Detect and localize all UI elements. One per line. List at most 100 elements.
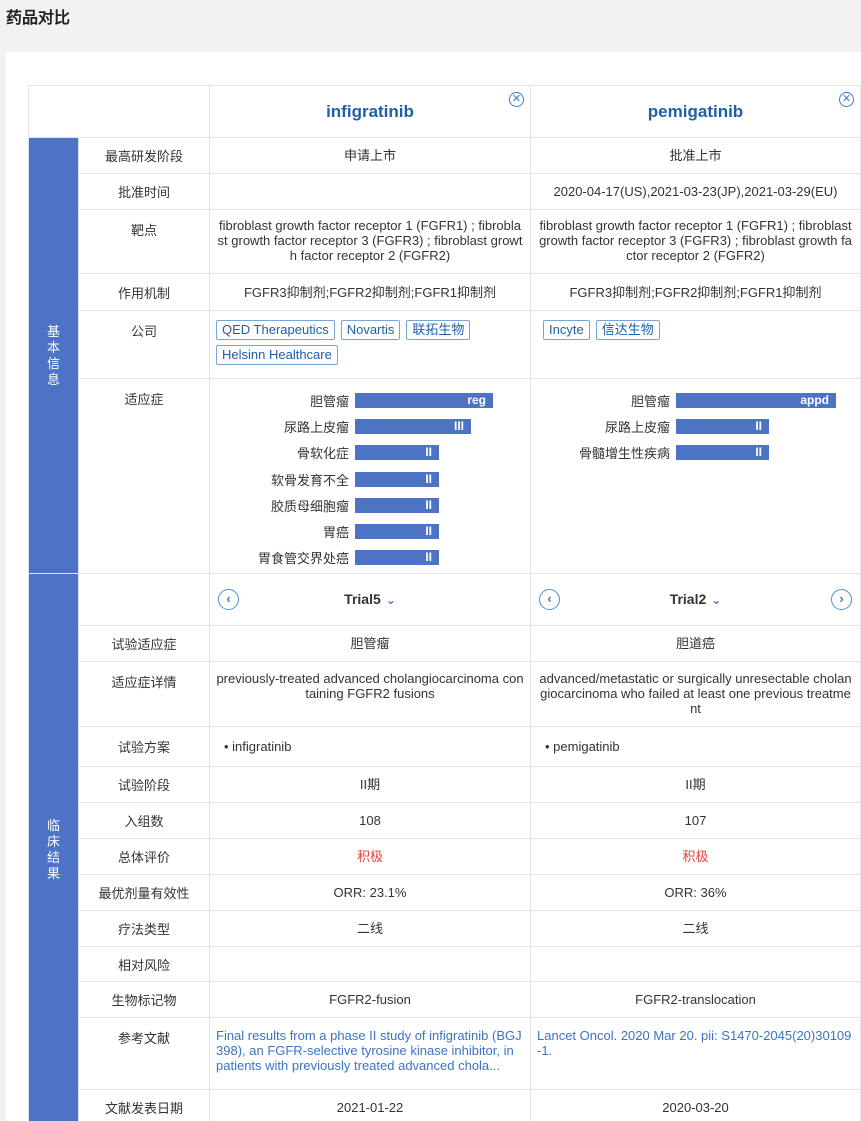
row-label: 试验方案: [78, 726, 210, 768]
regimen: • pemigatinib: [530, 726, 861, 768]
indication-bar-track: appd: [676, 392, 860, 408]
indication-row: 胆管瘤 appd: [531, 387, 860, 413]
highest-stage: 批准上市: [530, 137, 861, 174]
indication-stage-bar: III: [355, 418, 471, 434]
row-label: 适应症: [78, 377, 210, 575]
indication-name: 骨软化症: [296, 446, 349, 462]
prev-trial-button[interactable]: ‹: [218, 589, 239, 611]
drug-header-1: pemigatinib ✕: [530, 85, 861, 138]
row-label: 相对风险: [78, 946, 210, 983]
next-trial-button[interactable]: ›: [831, 589, 852, 611]
approval-date: [209, 173, 531, 210]
publication-date: 2020-03-20: [530, 1089, 861, 1121]
comparison-panel: infigratinib ✕ pemigatinib ✕ 基本信息 最高研发阶段…: [6, 52, 861, 1121]
indication-row: 尿路上皮瘤 II: [531, 413, 860, 439]
drug-header-0: infigratinib ✕: [209, 85, 531, 138]
section-clinical-results: 临床结果: [28, 573, 79, 1121]
company-tag[interactable]: Incyte: [543, 320, 590, 340]
highest-stage: 申请上市: [209, 137, 531, 174]
target: fibroblast growth factor receptor 1 (FGF…: [530, 209, 861, 274]
indication-bar-track: II: [355, 445, 530, 461]
header-blank: [78, 573, 210, 627]
efficacy: ORR: 23.1%: [209, 874, 531, 912]
indication-bar-track: III: [355, 418, 530, 434]
trial-header-1: ‹ Trial2 ⌄ ›: [530, 573, 861, 627]
trial-selector[interactable]: Trial5 ⌄: [210, 574, 530, 625]
indication-stage-bar: II: [676, 445, 769, 461]
row-label: 批准时间: [78, 173, 210, 210]
trial-title: Trial2: [669, 591, 707, 608]
publication-date: 2021-01-22: [209, 1089, 531, 1121]
trial-indication: 胆道癌: [530, 625, 861, 663]
regimen: • infigratinib: [209, 726, 531, 768]
indication-row: 骨软化症 II: [210, 440, 530, 466]
target: fibroblast growth factor receptor 1 (FGF…: [209, 209, 531, 274]
enrollment: 107: [530, 802, 861, 840]
row-label: 生物标记物: [78, 981, 210, 1019]
indication-stage-bar: II: [355, 550, 439, 566]
indication-name: 胆管瘤: [630, 393, 670, 409]
indication-stage-bar: appd: [676, 392, 836, 408]
therapy-line: 二线: [209, 910, 531, 948]
relative-risk: [530, 946, 861, 983]
trial-title: Trial5: [344, 591, 381, 608]
indication-stage-bar: II: [355, 471, 439, 487]
row-label: 适应症详情: [78, 661, 210, 728]
reference-link[interactable]: Lancet Oncol. 2020 Mar 20. pii: S1470-20…: [530, 1017, 861, 1091]
row-label: 作用机制: [78, 273, 210, 311]
drug-name[interactable]: infigratinib: [326, 101, 414, 121]
drug-name[interactable]: pemigatinib: [647, 101, 744, 121]
trial-selector[interactable]: Trial2 ⌄: [531, 574, 860, 625]
chevron-down-icon: ⌄: [711, 593, 722, 608]
prev-trial-button[interactable]: ‹: [539, 589, 560, 611]
section-basic-info: 基本信息: [28, 136, 79, 575]
row-label: 参考文献: [78, 1017, 210, 1091]
header-blank: [28, 85, 210, 138]
company-tag[interactable]: Novartis: [340, 320, 401, 340]
indication-detail: previously-treated advanced cholangiocar…: [209, 661, 531, 728]
company-tag[interactable]: Helsinn Healthcare: [216, 345, 338, 365]
overall-evaluation: 积极: [530, 838, 861, 876]
reference-link[interactable]: Final results from a phase II study of i…: [209, 1017, 531, 1091]
indication-row: 尿路上皮瘤 III: [210, 413, 530, 439]
enrollment: 108: [209, 802, 531, 840]
indication-stage-bar: II: [355, 445, 439, 461]
chevron-down-icon: ⌄: [385, 593, 396, 608]
indication-stage-bar: II: [676, 418, 769, 434]
efficacy: ORR: 36%: [530, 874, 861, 912]
close-icon[interactable]: ✕: [509, 92, 524, 107]
biomarker: FGFR2-fusion: [209, 981, 531, 1019]
indication-bar-track: reg: [355, 392, 530, 408]
row-label: 总体评价: [78, 838, 210, 876]
trial-header-0: ‹ Trial5 ⌄: [209, 573, 531, 627]
company-list: Incyte 信达生物: [530, 310, 861, 379]
row-label: 文献发表日期: [78, 1089, 210, 1121]
page-title: 药品对比: [6, 10, 71, 27]
company-tag[interactable]: QED Therapeutics: [216, 320, 335, 340]
row-label: 入组数: [78, 802, 210, 840]
company-list: QED Therapeutics Novartis 联拓生物 Helsinn H…: [209, 310, 531, 379]
therapy-line: 二线: [530, 910, 861, 948]
company-tag[interactable]: 联拓生物: [406, 320, 471, 340]
indication-stage-bar: reg: [355, 392, 493, 408]
indication-row: 胃食管交界处癌 II: [210, 545, 530, 571]
company-tag[interactable]: 信达生物: [595, 320, 660, 340]
indication-row: 胃癌 II: [210, 518, 530, 544]
comparison-table: infigratinib ✕ pemigatinib ✕ 基本信息 最高研发阶段…: [28, 85, 861, 1121]
approval-date: 2020-04-17(US),2021-03-23(JP),2021-03-29…: [530, 173, 861, 210]
indication-stage-bar: II: [355, 497, 439, 513]
row-label: 靶点: [78, 209, 210, 274]
mechanism: FGFR3抑制剂;FGFR2抑制剂;FGFR1抑制剂: [530, 273, 861, 311]
close-icon[interactable]: ✕: [839, 92, 854, 107]
trial-indication: 胆管瘤: [209, 625, 531, 663]
indication-row: 软骨发育不全 II: [210, 466, 530, 492]
indication-row: 胆管瘤 reg: [210, 387, 530, 413]
trial-phase: II期: [530, 766, 861, 804]
indication-bar-track: II: [355, 471, 530, 487]
relative-risk: [209, 946, 531, 983]
indication-chart-1: 胆管瘤 appd 尿路上皮瘤 II 骨髓增生性疾病 II: [530, 377, 861, 575]
row-label: 试验适应症: [78, 625, 210, 663]
indication-name: 骨髓增生性疾病: [578, 446, 670, 462]
indication-name: 胶质母细胞瘤: [270, 498, 349, 514]
indication-name: 尿路上皮瘤: [283, 419, 349, 435]
